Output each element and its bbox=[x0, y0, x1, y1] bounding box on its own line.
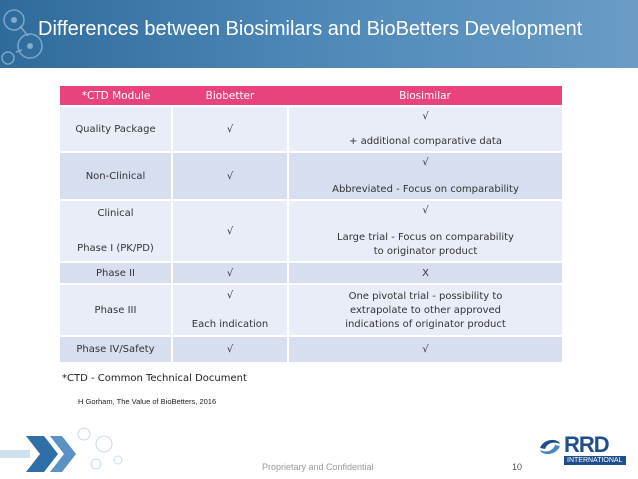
molecule-decoration-icon bbox=[1, 9, 43, 65]
cell-note: + additional comparative data bbox=[349, 136, 502, 147]
x-mark: X bbox=[422, 267, 429, 279]
module-sublabel: Phase I (PK/PD) bbox=[77, 243, 154, 254]
cell-note: indications of originator product bbox=[345, 318, 506, 330]
module-cell: Non-Clinical bbox=[60, 151, 172, 200]
column-header-biobetter: Biobetter bbox=[172, 86, 288, 106]
citation: H Gorham, The Value of BioBetters, 2016 bbox=[78, 397, 217, 406]
cell-note: Each indication bbox=[191, 319, 269, 330]
module-label: Phase II bbox=[96, 267, 135, 279]
check-mark: √ bbox=[422, 205, 429, 216]
module-cell: Phase III bbox=[60, 283, 172, 336]
module-label: Clinical bbox=[97, 208, 134, 219]
cell-note: extrapolate to other approved bbox=[350, 304, 501, 316]
check-mark: √ bbox=[226, 170, 234, 182]
slide-title: Differences between Biosimilars and BioB… bbox=[38, 18, 583, 40]
table-row: Phase III √ Each indication One pivotal … bbox=[60, 283, 562, 336]
module-cell: Clinical Phase I (PK/PD) bbox=[60, 199, 172, 262]
ctd-footnote: *CTD - Common Technical Document bbox=[62, 373, 247, 384]
cell-note: to originator product bbox=[373, 246, 478, 257]
cell-note: Abbreviated - Focus on comparability bbox=[332, 184, 519, 195]
page-number: 10 bbox=[512, 462, 523, 472]
module-cell: Quality Package bbox=[60, 105, 172, 152]
table-row: Phase IV/Safety √ √ bbox=[60, 335, 562, 362]
swirl-icon bbox=[540, 439, 560, 455]
rrd-logo: RRD INTERNATIONAL bbox=[538, 432, 632, 472]
biobetter-cell: √ bbox=[171, 105, 288, 152]
biosimilar-cell: √ Large trial - Focus on comparability t… bbox=[287, 199, 562, 262]
check-mark: √ bbox=[226, 267, 234, 279]
biobetter-cell: √ bbox=[171, 151, 288, 200]
module-label: Phase III bbox=[94, 304, 137, 316]
check-mark: √ bbox=[422, 157, 429, 168]
module-label: Phase IV/Safety bbox=[76, 344, 155, 355]
ctd-comparison-table: *CTD Module Biobetter Biosimilar Quality… bbox=[60, 86, 562, 362]
check-mark: √ bbox=[226, 225, 234, 237]
column-header-biosimilar: Biosimilar bbox=[288, 86, 562, 106]
logo-subtext: INTERNATIONAL bbox=[564, 456, 626, 465]
table-header-row: *CTD Module Biobetter Biosimilar bbox=[60, 86, 562, 106]
logo-wordmark: RRD bbox=[564, 432, 610, 457]
chevron-decoration-icon bbox=[0, 427, 123, 472]
biosimilar-cell: √ Abbreviated - Focus on comparability bbox=[287, 151, 562, 200]
cell-note: One pivotal trial - possibility to bbox=[348, 290, 503, 302]
module-cell: Phase II bbox=[60, 261, 172, 284]
confidentiality-notice: Proprietary and Confidential bbox=[262, 462, 374, 472]
biobetter-cell: √ bbox=[171, 199, 288, 262]
table-row: Clinical Phase I (PK/PD) √ √ Large trial… bbox=[60, 199, 562, 262]
check-mark: √ bbox=[422, 344, 429, 355]
table-row: Phase II √ X bbox=[60, 261, 562, 284]
biobetter-cell: √ Each indication bbox=[171, 283, 288, 336]
module-label: Quality Package bbox=[75, 123, 156, 135]
biosimilar-cell: √ + additional comparative data bbox=[287, 105, 562, 152]
biobetter-cell: √ bbox=[171, 335, 288, 362]
biosimilar-cell: √ bbox=[287, 335, 562, 362]
slide-header: Differences between Biosimilars and BioB… bbox=[0, 0, 638, 68]
cell-note-group: One pivotal trial - possibility to extra… bbox=[293, 291, 558, 330]
check-mark: √ bbox=[226, 344, 234, 355]
cell-note-group: Large trial - Focus on comparability to … bbox=[337, 232, 514, 257]
check-mark: √ bbox=[226, 290, 234, 301]
biosimilar-cell: X bbox=[287, 261, 562, 284]
module-label: Non-Clinical bbox=[85, 170, 146, 182]
column-header-ctd-module: *CTD Module bbox=[60, 86, 172, 106]
check-mark: √ bbox=[422, 111, 429, 122]
biobetter-cell: √ bbox=[171, 261, 288, 284]
check-mark: √ bbox=[226, 123, 234, 135]
table-row: Non-Clinical √ √ Abbreviated - Focus on … bbox=[60, 151, 562, 200]
cell-note: Large trial - Focus on comparability bbox=[337, 232, 514, 243]
module-cell: Phase IV/Safety bbox=[60, 335, 172, 362]
biosimilar-cell: One pivotal trial - possibility to extra… bbox=[287, 283, 562, 336]
table-row: Quality Package √ √ + additional compara… bbox=[60, 105, 562, 152]
